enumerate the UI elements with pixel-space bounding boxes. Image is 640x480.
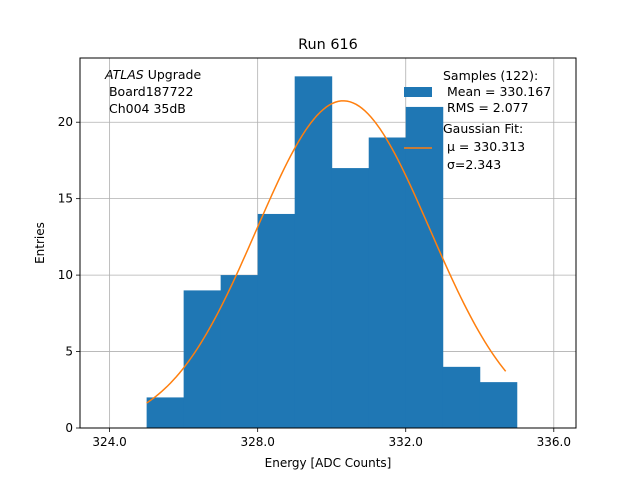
y-tick-label: 0 xyxy=(65,421,73,435)
x-tick-label: 324.0 xyxy=(92,435,126,449)
histogram-bar xyxy=(294,76,333,428)
histogram-bar xyxy=(368,137,407,428)
legend-fit-mu: μ = 330.313 xyxy=(443,139,525,154)
legend-fit-title: Gaussian Fit: xyxy=(443,121,523,136)
y-tick-label: 5 xyxy=(65,345,73,359)
x-tick-label: 328.0 xyxy=(240,435,274,449)
y-axis-label: Entries xyxy=(33,222,47,264)
x-tick-label: 332.0 xyxy=(389,435,423,449)
histogram-bar xyxy=(405,106,444,428)
legend-samples-mean: Mean = 330.167 xyxy=(443,84,551,99)
annotation-upgrade: Upgrade xyxy=(144,67,202,82)
y-tick-label: 15 xyxy=(58,192,73,206)
legend-samples-swatch xyxy=(404,87,432,97)
gaussian-fit-curve xyxy=(146,100,507,404)
annotation-board: Board187722 xyxy=(105,84,193,99)
histogram-bar xyxy=(146,397,185,428)
legend-samples-title: Samples (122): xyxy=(443,68,538,83)
annotation-atlas: ATLAS xyxy=(104,67,144,82)
gaussian-fit xyxy=(146,100,507,404)
histogram-bar xyxy=(257,213,296,428)
y-tick-label: 10 xyxy=(58,268,73,282)
chart-title: Run 616 xyxy=(298,37,358,53)
atlas-annotation: ATLAS Upgrade Board187722 Ch004 35dB xyxy=(104,67,201,116)
y-tick-label: 20 xyxy=(58,115,73,129)
x-axis-label: Energy [ADC Counts] xyxy=(265,456,392,470)
legend-samples-rms: RMS = 2.077 xyxy=(443,100,529,115)
legend: Samples (122): Mean = 330.167 RMS = 2.07… xyxy=(404,68,551,172)
x-tick-label: 336.0 xyxy=(537,435,571,449)
histogram-bar xyxy=(479,382,518,428)
annotation-channel: Ch004 35dB xyxy=(105,101,186,116)
svg-text:ATLAS Upgrade: ATLAS Upgrade xyxy=(104,67,201,82)
histogram-bar xyxy=(442,366,481,428)
histogram-bar xyxy=(220,275,259,428)
histogram-bar xyxy=(331,168,370,428)
axis-ticks: 324.0 328.0 332.0 336.0 0 5 10 15 20 xyxy=(58,115,571,449)
plot-frame xyxy=(79,57,577,429)
legend-fit-sigma: σ=2.343 xyxy=(443,157,501,172)
